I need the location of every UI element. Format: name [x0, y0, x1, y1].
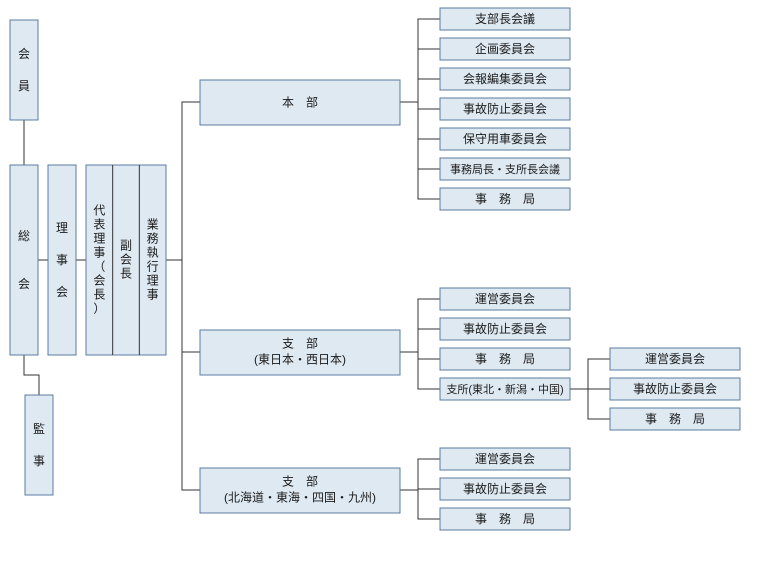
exec-col-char: 事: [147, 288, 159, 302]
exec-col-char: 会: [93, 274, 105, 288]
node-char: 理: [56, 221, 68, 235]
node-s2b: 事故防止委員会: [440, 478, 570, 500]
node-h5: 保守用車委員会: [440, 128, 570, 150]
node-sd1: 運営委員会: [610, 348, 740, 370]
exec-col-char: 業: [147, 218, 159, 232]
node-label: 会報編集委員会: [463, 71, 547, 86]
connector: [400, 19, 440, 102]
node-char: 総: [18, 229, 30, 243]
node-char: 会: [18, 47, 30, 61]
node-label: (北海道・東海・四国・九州): [224, 490, 376, 505]
node-sd2: 事故防止委員会: [610, 378, 740, 400]
node-label: 事 務 局: [475, 512, 535, 526]
node-label: 事務局長・支所長会議: [450, 162, 560, 176]
node-h7: 事 務 局: [440, 188, 570, 210]
node-label: 事故防止委員会: [463, 481, 547, 496]
connector: [24, 355, 39, 395]
node-s1c: 事 務 局: [440, 348, 570, 370]
exec-col-char: 長: [93, 288, 105, 302]
exec-col-char: 理: [93, 232, 105, 246]
connector: [182, 260, 200, 352]
node-char: [18, 63, 30, 77]
exec-col-char: 理: [147, 274, 159, 288]
exec-col-char: 代: [93, 204, 105, 218]
node-label: 事故防止委員会: [463, 321, 547, 336]
node-char: [33, 438, 45, 452]
node-char: 事: [56, 253, 68, 267]
connector: [418, 352, 440, 389]
node-label: 事故防止委員会: [633, 381, 717, 396]
node-label: 支部長会議: [475, 11, 535, 26]
node-char: [56, 237, 68, 251]
node-exec: 業務執行理事副会長代表理事（会長）: [86, 165, 166, 355]
exec-col-char: 副: [120, 239, 132, 253]
node-label: 事 務 局: [475, 352, 535, 366]
exec-col-char: 執: [147, 246, 159, 260]
connector: [400, 299, 440, 352]
connector: [418, 102, 440, 199]
node-char: [18, 261, 30, 275]
exec-col-char: 長: [120, 267, 132, 281]
node-shibu2: 支 部(北海道・東海・四国・九州): [200, 468, 400, 513]
node-s1b: 事故防止委員会: [440, 318, 570, 340]
node-char: [18, 245, 30, 259]
node-label: (東日本・西日本): [254, 353, 346, 367]
node-sd3: 事 務 局: [610, 408, 740, 430]
node-label: 本 部: [282, 95, 318, 110]
node-s2a: 運営委員会: [440, 448, 570, 470]
node-rijikai: 理 事 会: [48, 165, 76, 355]
node-kanji: 監 事: [25, 395, 53, 495]
node-h2: 企画委員会: [440, 38, 570, 60]
node-char: 会: [18, 277, 30, 291]
node-kaiin: 会 員: [10, 20, 38, 120]
node-label: 支所(東北・新潟・中国): [446, 382, 563, 396]
exec-col-char: 務: [147, 232, 159, 246]
node-char: 会: [56, 285, 68, 299]
connector: [400, 459, 440, 490]
node-honbu: 本 部: [200, 80, 400, 125]
node-label: 事 務 局: [475, 192, 535, 206]
node-label: 事故防止委員会: [463, 101, 547, 116]
connector: [418, 490, 440, 519]
node-h6: 事務局長・支所長会議: [440, 158, 570, 180]
exec-col-char: 行: [147, 260, 159, 274]
connector: [588, 389, 610, 419]
exec-col-char: 会: [120, 253, 132, 267]
node-s1a: 運営委員会: [440, 288, 570, 310]
node-char: [56, 269, 68, 283]
org-chart: 会 員総 会理 事 会監 事業務執行理事副会長代表理事（会長）本 部支 部(東日…: [0, 0, 765, 565]
exec-col-char: （: [93, 260, 105, 274]
node-label: 保守用車委員会: [463, 132, 547, 146]
node-label: 支 部: [282, 336, 318, 351]
node-s1d: 支所(東北・新潟・中国): [440, 378, 570, 400]
node-h3: 会報編集委員会: [440, 68, 570, 90]
node-label: 運営委員会: [645, 352, 705, 366]
node-shibu1: 支 部 (東日本・西日本): [200, 330, 400, 375]
connector: [570, 359, 610, 389]
node-label: 企画委員会: [475, 41, 535, 56]
node-char: 員: [18, 79, 30, 93]
node-char: 事: [33, 454, 45, 468]
node-label: 事 務 局: [645, 412, 705, 426]
exec-col-char: 表: [93, 218, 105, 232]
node-label: 運営委員会: [475, 452, 535, 466]
node-char: 監: [33, 421, 45, 436]
node-h4: 事故防止委員会: [440, 98, 570, 120]
node-label: 運営委員会: [475, 292, 535, 306]
exec-col-char: ）: [93, 302, 105, 316]
node-label: 支 部: [282, 474, 318, 489]
node-h1: 支部長会議: [440, 8, 570, 30]
node-soukai: 総 会: [10, 165, 38, 355]
connector: [182, 352, 200, 490]
node-s2c: 事 務 局: [440, 508, 570, 530]
connector: [166, 102, 200, 260]
exec-col-char: 事: [93, 246, 105, 260]
